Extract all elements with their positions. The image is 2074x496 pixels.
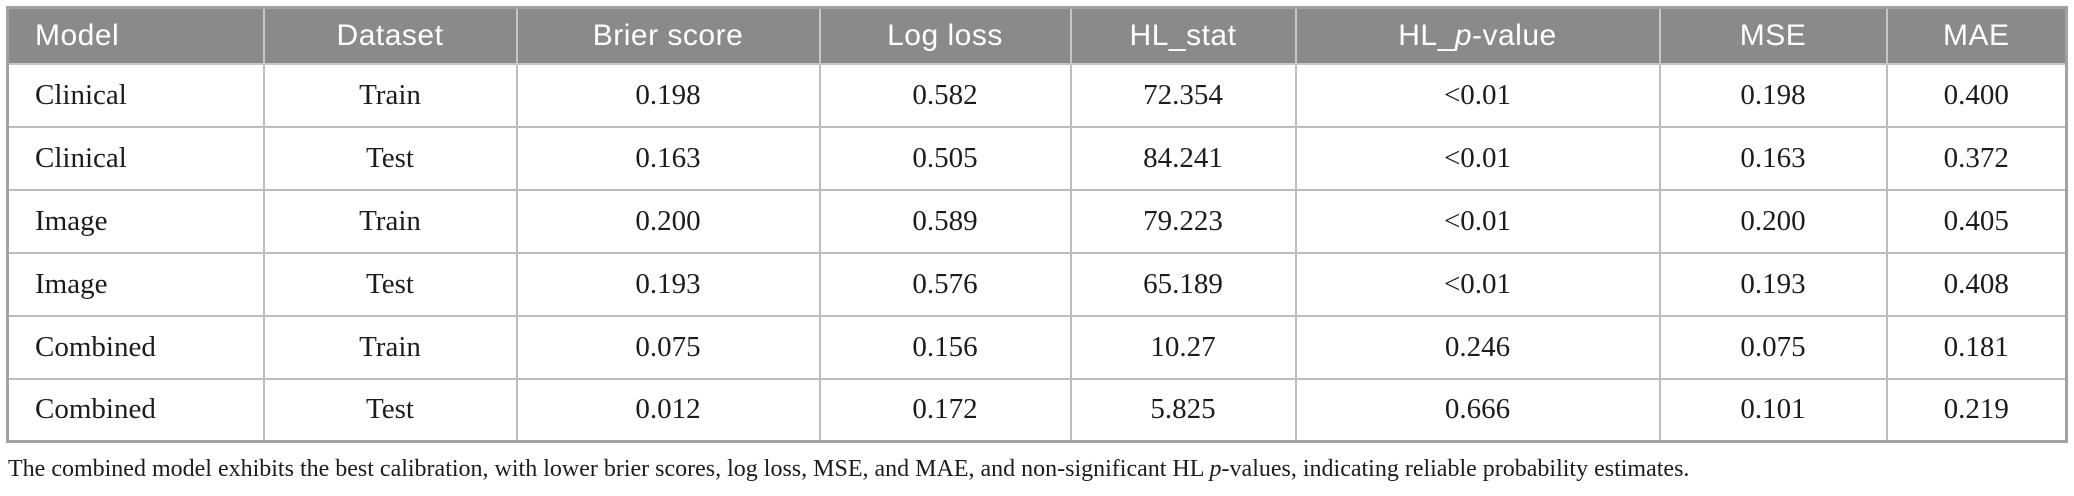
column-header-dataset: Dataset	[262, 6, 518, 65]
cell-dataset: Train	[262, 62, 518, 128]
hl-p-suffix: -value	[1472, 18, 1557, 52]
cell-dataset: Test	[262, 125, 518, 191]
cell-model: Combined	[6, 314, 265, 380]
cell-hl-p-value: 0.246	[1294, 314, 1661, 380]
cell-mse: 0.198	[1658, 62, 1888, 128]
cell-model: Combined	[6, 377, 265, 443]
cell-mae: 0.219	[1885, 377, 2068, 443]
table-row: Image Test 0.193 0.576 65.189 <0.01 0.19…	[6, 251, 2068, 317]
cell-hl-stat: 10.27	[1069, 314, 1297, 380]
cell-mse: 0.163	[1658, 125, 1888, 191]
footnote-italic-p: p	[1209, 456, 1222, 482]
cell-log-loss: 0.156	[818, 314, 1072, 380]
table-row: Clinical Test 0.163 0.505 84.241 <0.01 0…	[6, 125, 2068, 191]
cell-log-loss: 0.172	[818, 377, 1072, 443]
cell-brier-score: 0.198	[515, 62, 821, 128]
cell-hl-p-value: <0.01	[1294, 188, 1661, 254]
cell-brier-score: 0.200	[515, 188, 821, 254]
cell-hl-p-value: <0.01	[1294, 125, 1661, 191]
hl-p-prefix: HL_	[1398, 18, 1455, 52]
cell-brier-score: 0.012	[515, 377, 821, 443]
cell-hl-p-value: <0.01	[1294, 62, 1661, 128]
header-row: Model Dataset Brier score Log loss HL_st…	[6, 6, 2068, 65]
cell-mae: 0.400	[1885, 62, 2068, 128]
cell-mae: 0.372	[1885, 125, 2068, 191]
cell-hl-stat: 72.354	[1069, 62, 1297, 128]
cell-mae: 0.405	[1885, 188, 2068, 254]
column-header-model: Model	[6, 6, 265, 65]
cell-mse: 0.101	[1658, 377, 1888, 443]
cell-log-loss: 0.589	[818, 188, 1072, 254]
cell-mse: 0.075	[1658, 314, 1888, 380]
table-row: Combined Train 0.075 0.156 10.27 0.246 0…	[6, 314, 2068, 380]
cell-hl-stat: 5.825	[1069, 377, 1297, 443]
cell-log-loss: 0.582	[818, 62, 1072, 128]
table-footnote: The combined model exhibits the best cal…	[8, 456, 2074, 483]
cell-hl-p-value: <0.01	[1294, 251, 1661, 317]
table-row: Image Train 0.200 0.589 79.223 <0.01 0.2…	[6, 188, 2068, 254]
cell-hl-stat: 65.189	[1069, 251, 1297, 317]
calibration-metrics-table: Model Dataset Brier score Log loss HL_st…	[6, 6, 2068, 443]
cell-brier-score: 0.163	[515, 125, 821, 191]
table-row: Clinical Train 0.198 0.582 72.354 <0.01 …	[6, 62, 2068, 128]
cell-hl-stat: 79.223	[1069, 188, 1297, 254]
cell-model: Clinical	[6, 62, 265, 128]
footnote-text-before: The combined model exhibits the best cal…	[8, 456, 1210, 482]
cell-mae: 0.408	[1885, 251, 2068, 317]
column-header-hl-p-value: HL_p-value	[1294, 6, 1661, 65]
cell-dataset: Train	[262, 188, 518, 254]
column-header-mae: MAE	[1885, 6, 2068, 65]
cell-mse: 0.193	[1658, 251, 1888, 317]
column-header-log-loss: Log loss	[818, 6, 1072, 65]
cell-mse: 0.200	[1658, 188, 1888, 254]
table-row: Combined Test 0.012 0.172 5.825 0.666 0.…	[6, 377, 2068, 443]
column-header-mse: MSE	[1658, 6, 1888, 65]
cell-model: Image	[6, 251, 265, 317]
cell-hl-p-value: 0.666	[1294, 377, 1661, 443]
cell-dataset: Train	[262, 314, 518, 380]
cell-log-loss: 0.505	[818, 125, 1072, 191]
cell-mae: 0.181	[1885, 314, 2068, 380]
column-header-brier-score: Brier score	[515, 6, 821, 65]
column-header-hl-stat: HL_stat	[1069, 6, 1297, 65]
cell-dataset: Test	[262, 377, 518, 443]
cell-model: Image	[6, 188, 265, 254]
table-body: Clinical Train 0.198 0.582 72.354 <0.01 …	[6, 62, 2068, 443]
cell-brier-score: 0.075	[515, 314, 821, 380]
cell-dataset: Test	[262, 251, 518, 317]
cell-hl-stat: 84.241	[1069, 125, 1297, 191]
footnote-text-after: -values, indicating reliable probability…	[1221, 456, 1690, 482]
hl-p-italic: p	[1454, 18, 1472, 52]
cell-brier-score: 0.193	[515, 251, 821, 317]
table-header: Model Dataset Brier score Log loss HL_st…	[6, 6, 2068, 65]
cell-model: Clinical	[6, 125, 265, 191]
cell-log-loss: 0.576	[818, 251, 1072, 317]
